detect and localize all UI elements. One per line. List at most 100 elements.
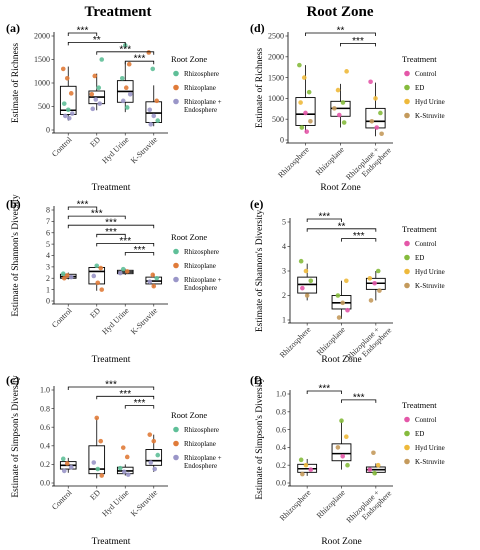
data-point	[303, 110, 308, 116]
data-point	[151, 438, 157, 444]
legend-swatch	[404, 240, 410, 247]
data-point	[96, 85, 102, 90]
data-point	[304, 129, 310, 134]
data-point	[367, 467, 373, 472]
significance-label: **	[337, 26, 345, 37]
data-point	[89, 91, 95, 97]
data-point	[306, 89, 312, 95]
data-point	[95, 280, 101, 286]
data-point	[379, 131, 384, 137]
y-tick-label: 0.0	[40, 479, 50, 488]
y-tick-label: 2000	[268, 53, 284, 62]
y-tick-label: 0.4	[40, 442, 50, 451]
data-point	[369, 118, 375, 124]
y-tick-label: 0.8	[276, 408, 286, 417]
legend-label: Rhizoplane	[184, 84, 216, 92]
legend-label: Rhizoplane + Endosphere	[184, 276, 222, 292]
data-point	[147, 279, 153, 284]
panel-c: (c) 0.0 0.2 0.4 0.6 0.8 1.0 Estimate of Simpson…	[6, 373, 222, 547]
y-tick-label: 6	[46, 228, 50, 237]
legend-label: Rhizoplane + Endosphere	[184, 454, 222, 470]
y-tick-label: 0.4	[276, 443, 286, 452]
data-point	[372, 470, 377, 476]
y-tick-label: 2500	[268, 32, 284, 41]
y-tick-label: 1000	[268, 94, 284, 103]
data-point	[303, 462, 309, 468]
legend-swatch	[173, 276, 179, 283]
y-tick-label: 1	[46, 285, 50, 294]
data-point	[123, 85, 129, 90]
x-tick-label: ED	[88, 488, 102, 502]
data-point	[152, 466, 158, 472]
significance-label: ***	[105, 380, 117, 391]
legend-label: Rhizosphere	[184, 248, 219, 256]
significance-bracket	[67, 42, 126, 46]
data-point	[301, 75, 307, 80]
legend-title: Root Zone	[171, 232, 207, 242]
legend-label: K-Struvite	[415, 282, 445, 290]
data-point	[368, 79, 373, 85]
significance-label: ***	[318, 384, 330, 395]
data-point	[147, 107, 153, 113]
data-point	[345, 462, 350, 468]
data-point	[61, 275, 67, 281]
panel-label: (a)	[6, 21, 20, 35]
data-point	[344, 69, 349, 74]
data-point	[90, 106, 96, 112]
y-tick-label: 4	[282, 242, 286, 251]
data-point	[126, 61, 132, 67]
y-axis-title: Estimate of Simpson's Diversity	[10, 375, 21, 498]
significance-bracket	[96, 51, 155, 55]
legend-label: Hyd Urine	[415, 444, 445, 452]
data-point	[340, 100, 346, 105]
significance-label: ***	[119, 389, 131, 400]
x-tick-label: Rhizosphere	[278, 325, 313, 360]
data-point	[344, 278, 349, 284]
significance-label: ***	[105, 218, 117, 229]
data-point	[368, 298, 374, 303]
data-point	[300, 471, 305, 477]
x-tick-label: K-Struvite	[129, 135, 160, 166]
significance-bracket	[96, 233, 126, 238]
legend-label-line: Endosphere	[184, 106, 217, 114]
data-point	[121, 469, 127, 475]
y-tick-label: 0.0	[276, 479, 286, 488]
y-tick-label: 1.0	[276, 390, 286, 399]
panel-label: (b)	[6, 197, 21, 211]
x-tick-label: Rhizoplane	[314, 145, 346, 177]
legend-label: Hyd Urine	[415, 98, 445, 106]
significance-label: ***	[105, 227, 117, 238]
significance-label: ***	[352, 36, 364, 47]
significance-label: ***	[134, 54, 146, 65]
box	[365, 107, 386, 129]
data-point	[65, 107, 71, 113]
y-tick-label: 0.6	[276, 425, 286, 434]
data-point	[335, 87, 341, 93]
data-point	[304, 293, 310, 298]
panel-e: (e) 1 2 3 4 5 Estimate of Shannon's Diversity R…	[250, 197, 445, 365]
data-point	[147, 432, 153, 437]
x-tick-label: Rhizosphere	[276, 145, 311, 180]
data-point	[308, 118, 313, 124]
data-point	[297, 62, 302, 68]
data-point	[60, 456, 66, 462]
significance-bracket	[96, 243, 155, 247]
data-point	[60, 271, 66, 277]
x-tick-label: K-Struvite	[129, 488, 160, 519]
y-tick-label: 0	[46, 297, 50, 306]
y-tick-label: 0	[280, 136, 284, 145]
y-axis-title: Estimate of Simpson's Diversity	[254, 377, 265, 500]
y-tick-label: 0.6	[40, 423, 50, 432]
data-point	[335, 445, 341, 450]
legend-swatch	[404, 416, 410, 423]
data-point	[93, 97, 99, 102]
x-tick-label: ED	[88, 306, 102, 320]
legend-swatch	[404, 84, 410, 91]
data-point	[99, 57, 105, 62]
legend-title: Treatment	[402, 54, 437, 64]
x-axis-title: Root Zone	[320, 183, 360, 193]
x-axis-title: Root Zone	[321, 355, 361, 365]
data-point	[378, 110, 383, 116]
data-point	[64, 273, 70, 278]
